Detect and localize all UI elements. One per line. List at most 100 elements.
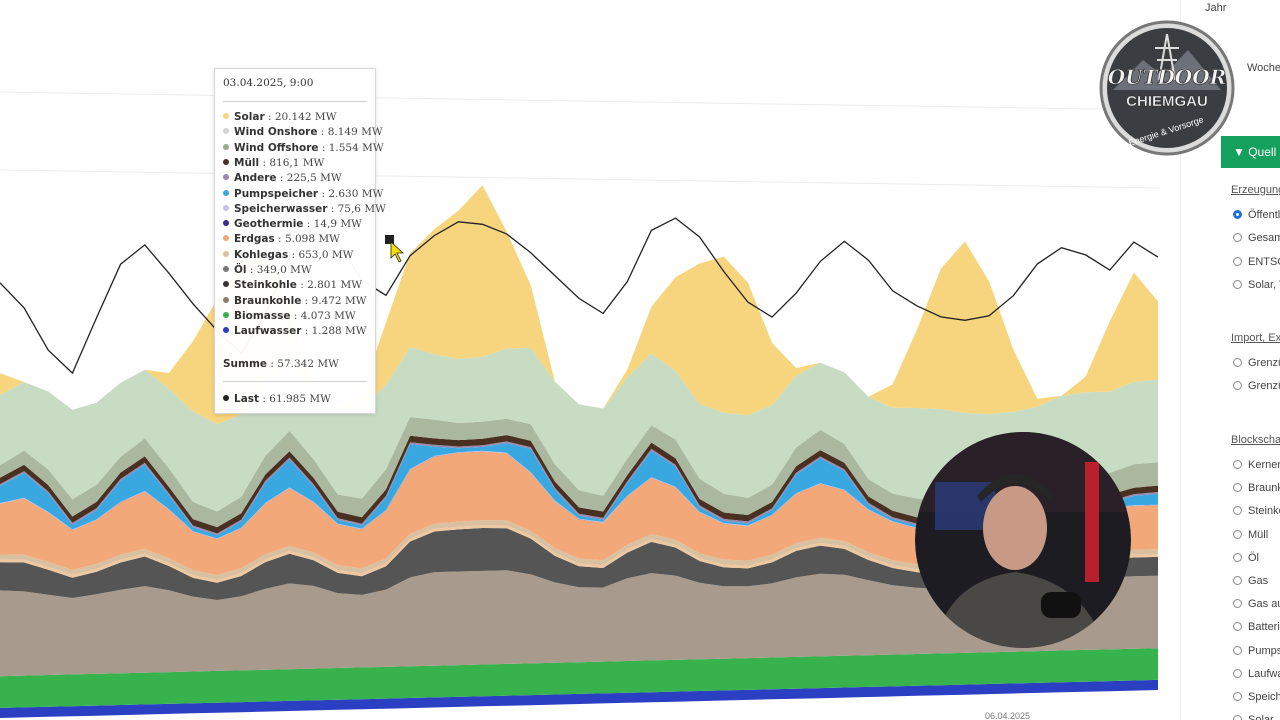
tooltip-series-value: 14,9 MW — [313, 218, 362, 231]
radio-icon[interactable] — [1233, 506, 1242, 516]
tooltip-series-dot — [223, 128, 229, 135]
radio-icon[interactable] — [1233, 668, 1242, 678]
tooltip-series-name: Steinkohle — [234, 279, 297, 292]
sidebar-radio-option[interactable]: Laufwa — [1233, 668, 1280, 680]
sidebar-radio-option[interactable]: Solar — [1233, 714, 1274, 720]
tooltip-series-name: Öl — [234, 264, 247, 276]
radio-icon[interactable] — [1233, 279, 1242, 289]
tooltip-series-name: Wind Onshore — [234, 126, 318, 139]
tooltip-series-value: 816,1 MW — [269, 156, 325, 169]
radio-icon[interactable] — [1233, 483, 1242, 493]
radio-icon[interactable] — [1233, 460, 1242, 469]
quell-button-label: Quell — [1248, 145, 1277, 159]
section-title-import: Import, Ex — [1231, 332, 1280, 344]
filter-icon: ▼ — [1233, 145, 1249, 159]
radio-icon[interactable] — [1233, 210, 1242, 219]
sidebar-radio-label: Speich — [1248, 691, 1280, 703]
sidebar-radio-label: Gesam — [1248, 232, 1280, 245]
tooltip-row: Öl : 349,0 MW — [223, 264, 312, 276]
tooltip-series-name: Speicherwasser — [234, 202, 328, 215]
sidebar-radio-label: Batteri — [1248, 621, 1280, 634]
sidebar-radio-label: Gas — [1248, 575, 1269, 587]
tooltip-row: Erdgas : 5.098 MW — [223, 233, 340, 245]
sidebar-radio-option[interactable]: Solar, V — [1233, 279, 1280, 291]
tooltip-load: Last : 61.985 MW — [223, 393, 331, 405]
sidebar-radio-option[interactable]: Pumps — [1233, 645, 1280, 657]
sidebar-radio-label: Laufwa — [1248, 667, 1280, 680]
tooltip-load-value: 61.985 MW — [269, 393, 331, 405]
svg-text:OUTDOOR: OUTDOOR — [1108, 65, 1227, 89]
tooltip-row: Andere : 225,5 MW — [223, 172, 342, 184]
tooltip-row: Solar : 20.142 MW — [223, 111, 336, 123]
tooltip-load-label: Last — [234, 393, 260, 405]
tooltip-row: Speicherwasser : 75,6 MW — [223, 203, 386, 215]
tooltip-divider — [223, 101, 367, 102]
radio-icon[interactable] — [1233, 692, 1242, 701]
tooltip-series-value: 2.630 MW — [328, 187, 384, 200]
tooltip-series-name: Geothermie — [234, 218, 304, 231]
sidebar-radio-option[interactable]: Grenzü — [1233, 357, 1280, 369]
sidebar-radio-option[interactable]: Speich — [1233, 691, 1280, 703]
tooltip-row: Kohlegas : 653,0 MW — [223, 249, 353, 261]
sidebar-radio-option[interactable]: Öl — [1233, 552, 1259, 564]
tooltip-row: Pumpspeicher : 2.630 MW — [223, 188, 383, 200]
tooltip-series-dot — [223, 250, 229, 257]
tooltip-series-dot — [223, 327, 229, 334]
sidebar-radio-option[interactable]: Steinko — [1233, 505, 1280, 517]
tooltip-series-name: Pumpspeicher — [234, 187, 319, 200]
radio-icon[interactable] — [1233, 233, 1242, 243]
tooltip-series-name: Braunkohle — [234, 294, 302, 307]
tooltip-series-dot — [223, 113, 229, 119]
tooltip-series-value: 9.472 MW — [311, 294, 367, 307]
tooltip-series-value: 1.554 MW — [328, 141, 384, 154]
sidebar-radio-option[interactable]: Braunk — [1233, 482, 1280, 494]
radio-icon[interactable] — [1233, 576, 1242, 585]
tooltip-series-dot — [223, 235, 229, 242]
tooltip-series-value: 349,0 MW — [256, 264, 312, 276]
tooltip-load-dot — [223, 395, 229, 401]
radio-icon[interactable] — [1233, 256, 1242, 266]
cursor-marker — [385, 235, 405, 263]
load-line — [0, 217, 1159, 375]
sidebar-radio-option[interactable]: Öffentl — [1233, 209, 1280, 221]
radio-icon[interactable] — [1233, 622, 1242, 632]
quell-button[interactable]: ▼ Quell — [1221, 136, 1280, 168]
tooltip-series-dot — [223, 220, 229, 227]
tooltip-series-dot — [223, 143, 229, 150]
svg-text:CHIEMGAU: CHIEMGAU — [1126, 93, 1208, 110]
radio-icon[interactable] — [1233, 381, 1242, 391]
pylon-icon — [1155, 33, 1179, 81]
radio-icon[interactable] — [1233, 529, 1242, 539]
area-braunkohle — [0, 570, 1158, 677]
gridlines — [0, 91, 1161, 189]
tooltip-series-name: Andere — [234, 172, 277, 185]
area-wind-offshore — [0, 417, 1158, 528]
radio-icon[interactable] — [1233, 715, 1242, 720]
channel-logo: OUTDOOR CHIEMGAU Energie & Vorsorge — [1099, 20, 1235, 156]
tooltip-sum: Summe : 57.342 MW — [223, 358, 339, 370]
sidebar-radio-option[interactable]: Gas — [1233, 575, 1268, 587]
sidebar-radio-label: Solar — [1248, 714, 1274, 720]
sidebar-radio-option[interactable]: Müll — [1233, 529, 1268, 541]
radio-icon[interactable] — [1233, 599, 1242, 609]
tooltip-series-dot — [223, 281, 229, 288]
sidebar-radio-label: Öffentl — [1248, 209, 1280, 221]
sidebar-radio-label: Kernen — [1248, 459, 1280, 471]
sidebar-radio-option[interactable]: Batteri — [1233, 621, 1280, 633]
section-title-generation: Erzeugung — [1231, 184, 1280, 196]
tooltip-series-value: 8.149 MW — [327, 126, 383, 139]
radio-icon[interactable] — [1233, 645, 1242, 655]
tooltip-series-dot — [223, 158, 229, 165]
tooltip-row: Biomasse : 4.073 MW — [223, 310, 356, 322]
tooltip-series-name: Wind Offshore — [234, 141, 319, 154]
radio-icon[interactable] — [1233, 552, 1242, 562]
sidebar-radio-option[interactable]: ENTSO — [1233, 256, 1280, 268]
sidebar-radio-label: Öl — [1248, 551, 1259, 564]
sidebar-radio-option[interactable]: Grenzü — [1233, 380, 1280, 392]
tooltip-row: Laufwasser : 1.288 MW — [223, 325, 367, 337]
radio-icon[interactable] — [1233, 358, 1242, 367]
sidebar-radio-option[interactable]: Gesam — [1233, 232, 1280, 244]
tooltip-row: Braunkohle : 9.472 MW — [223, 295, 367, 307]
sidebar-radio-option[interactable]: Gas au — [1233, 598, 1280, 610]
sidebar-radio-option[interactable]: Kernen — [1233, 459, 1280, 471]
